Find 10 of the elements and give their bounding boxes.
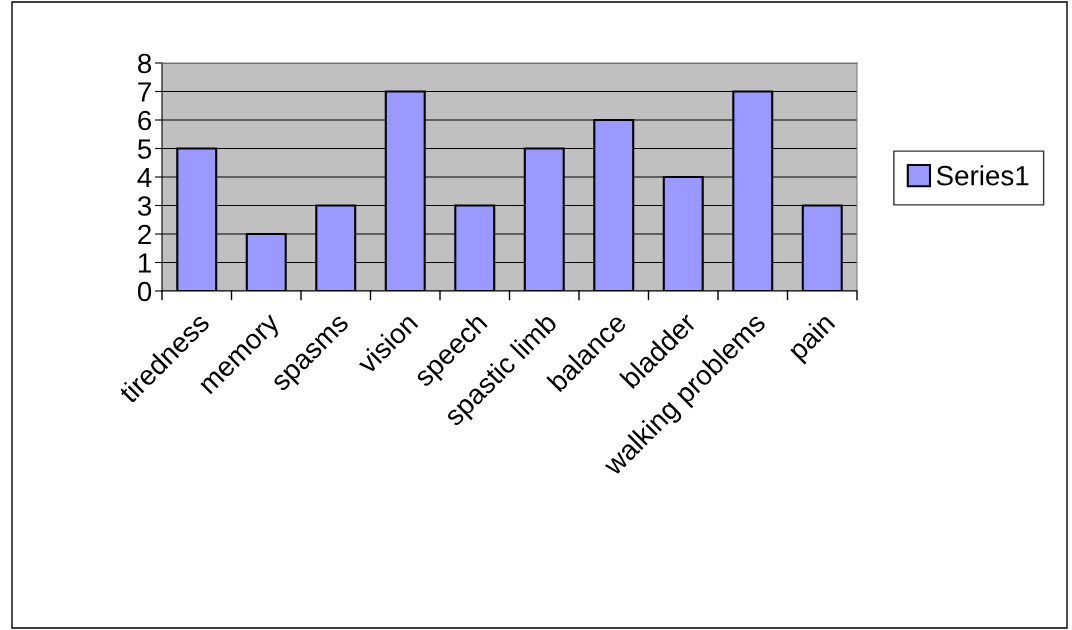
y-tick-label: 5 [137, 139, 152, 159]
legend-label: Series1 [936, 165, 1029, 186]
y-tick-label: 2 [138, 224, 151, 245]
y-tick-label: 0 [137, 281, 152, 302]
y-tick-label: 6 [138, 110, 152, 131]
y-tick-label: 4 [137, 167, 152, 188]
y-tick-label: 8 [138, 53, 152, 74]
y-tick-label: 1 [138, 253, 151, 273]
y-tick-label: 7 [138, 82, 151, 102]
y-tick-label: 3 [137, 196, 152, 216]
